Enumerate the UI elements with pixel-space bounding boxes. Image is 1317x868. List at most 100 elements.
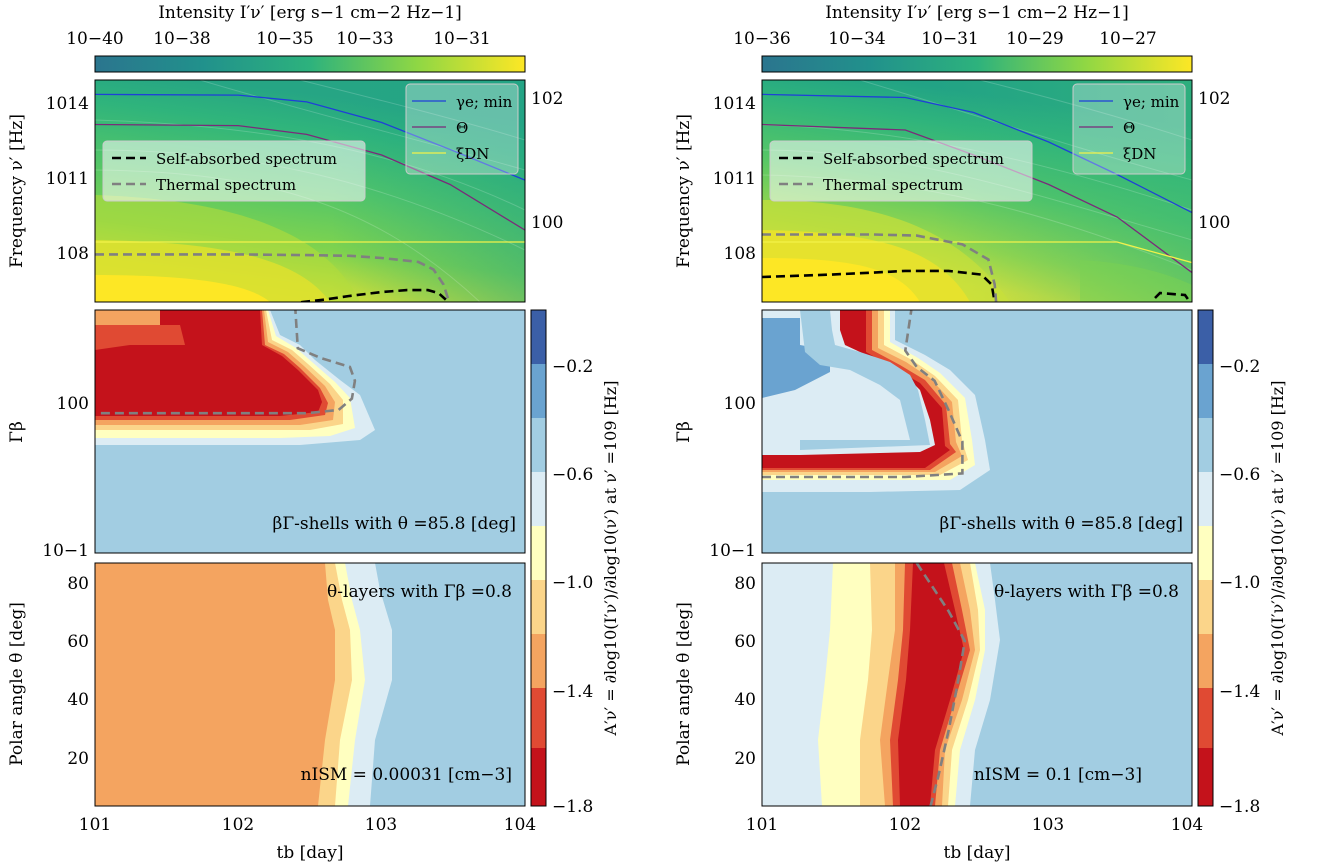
ytick-right: 102 [1198, 89, 1230, 109]
ytick: 20 [734, 749, 756, 769]
legend-spectra: Self-absorbed spectrum Thermal spectrum [769, 140, 1033, 202]
series-xi-line [762, 241, 1192, 264]
cbar-tick: −0.2 [1219, 357, 1260, 377]
series-thermal-layers [915, 563, 967, 806]
series-self-absorbed-line [762, 269, 996, 302]
alpha-colorbar [1197, 309, 1214, 807]
layers-map [762, 563, 1192, 806]
alpha-colorbar-ticks: −0.2 −0.6 −1.0 −1.4 −1.8 [552, 357, 593, 817]
legend-theta: Θ [1123, 119, 1135, 137]
ytick: 1014 [46, 94, 89, 114]
alpha-colorbar-label: A′ν′ = ∂log10(I′ν′)/∂log10(ν′) at ν′ =10… [601, 381, 620, 737]
ytick: 80 [67, 574, 89, 594]
shells-axes [761, 309, 1193, 554]
series-gamma-line [95, 93, 525, 181]
shells-axes [94, 309, 526, 554]
ytick: 60 [67, 632, 89, 652]
shells-yticks: 100 10−1 [42, 394, 89, 561]
shells-map [762, 310, 1192, 553]
cbar-tick: −1.0 [1219, 573, 1260, 593]
shells-annotation: βΓ-shells with θ =85.8 [deg] [272, 514, 516, 534]
ytick: 108 [724, 244, 756, 264]
colorbar-tick: 10−36 [733, 29, 791, 49]
xtick: 104 [1171, 815, 1203, 835]
ytick: 20 [67, 749, 89, 769]
xtick: 101 [746, 815, 778, 835]
nism-annotation: nISM = 0.1 [cm−3] [974, 765, 1142, 785]
intensity-colorbar-ticks: 10−40 10−38 10−35 10−33 10−31 [66, 29, 491, 49]
x-axis-label: tb [day] [276, 843, 343, 863]
cbar-tick: −1.4 [552, 682, 593, 702]
gb-axis-label: Γβ [7, 421, 27, 443]
ytick: 10−1 [42, 541, 89, 561]
cbar-tick: −1.0 [552, 573, 593, 593]
xtick: 103 [1032, 815, 1064, 835]
ytick: 40 [67, 690, 89, 710]
nism-annotation: nISM = 0.00031 [cm−3] [301, 765, 512, 785]
series-self-absorbed-line [295, 288, 447, 302]
ytick-right: 100 [531, 213, 563, 233]
left-column: Intensity I′ν′ [erg s−1 cm−2 Hz−1] 10−40… [7, 3, 620, 863]
colorbar-tick: 10−34 [828, 29, 886, 49]
legend-xi: ξDN [456, 145, 489, 163]
colorbar-tick: 10−33 [336, 29, 394, 49]
colorbar-tick: 10−29 [1006, 29, 1064, 49]
layers-yticks: 80 60 40 20 [734, 574, 756, 769]
xtick: 101 [79, 815, 111, 835]
legend-xi: ξDN [1123, 145, 1156, 163]
cbar-tick: −1.8 [1219, 797, 1260, 817]
legend-lines: γe; min Θ ξDN [1072, 83, 1186, 175]
alpha-colorbar [530, 309, 547, 807]
layers-map [95, 563, 525, 806]
ytick: 60 [734, 632, 756, 652]
shells-yticks: 100 10−1 [709, 394, 756, 561]
ytick-right: 100 [1198, 213, 1230, 233]
layers-yticks: 80 60 40 20 [67, 574, 89, 769]
legend-self-absorbed: Self-absorbed spectrum [156, 150, 337, 168]
layers-annotation: θ-layers with Γβ =0.8 [327, 582, 512, 602]
legend-gamma: γe; min [1123, 93, 1180, 111]
legend-thermal: Thermal spectrum [156, 176, 296, 194]
ytick: 1011 [46, 169, 89, 189]
ytick-right: 102 [531, 89, 563, 109]
xtick: 103 [365, 815, 397, 835]
ytick: 10−1 [709, 541, 756, 561]
colorbar-tick: 10−38 [153, 29, 211, 49]
colorbar-tick: 10−31 [921, 29, 979, 49]
frequency-yticks: 1014 1011 108 102 100 [713, 89, 1231, 264]
xtick: 102 [889, 815, 921, 835]
series-gamma-line [762, 93, 1192, 214]
ytick: 40 [734, 690, 756, 710]
x-axis-label: tb [day] [943, 843, 1010, 863]
cbar-tick: −0.6 [1219, 465, 1260, 485]
legend-spectra: Self-absorbed spectrum Thermal spectrum [102, 140, 366, 202]
intensity-colorbar-ticks: 10−36 10−34 10−31 10−29 10−27 [733, 29, 1157, 49]
intensity-colorbar-label: Intensity I′ν′ [erg s−1 cm−2 Hz−1] [825, 3, 1129, 23]
legend-thermal: Thermal spectrum [823, 176, 963, 194]
colorbar-tick: 10−27 [1099, 29, 1157, 49]
legend-gamma: γe; min [456, 93, 513, 111]
xtick: 104 [504, 815, 536, 835]
cbar-tick: −0.2 [552, 357, 593, 377]
ytick: 80 [734, 574, 756, 594]
cbar-tick: −0.6 [552, 465, 593, 485]
cbar-tick: −1.4 [1219, 682, 1260, 702]
legend-theta: Θ [456, 119, 468, 137]
ytick: 100 [724, 394, 756, 414]
frequency-axis-label: Frequency ν′ [Hz] [7, 114, 27, 268]
series-thermal-shells [762, 310, 964, 479]
layers-annotation: θ-layers with Γβ =0.8 [994, 582, 1179, 602]
right-column: Intensity I′ν′ [erg s−1 cm−2 Hz−1] 10−36… [674, 3, 1287, 863]
cbar-tick: −1.8 [552, 797, 593, 817]
layers-axes [94, 562, 526, 807]
colorbar-tick: 10−40 [66, 29, 124, 49]
frequency-yticks: 1014 1011 108 102 100 [46, 89, 564, 264]
series-thermal-line [95, 253, 451, 302]
series-self-absorbed-tail [1154, 291, 1192, 302]
intensity-colorbar-label: Intensity I′ν′ [erg s−1 cm−2 Hz−1] [158, 3, 462, 23]
intensity-colorbar [761, 55, 1193, 73]
theta-axis-label: Polar angle θ [deg] [7, 602, 27, 766]
shells-annotation: βΓ-shells with θ =85.8 [deg] [939, 514, 1183, 534]
legend-self-absorbed: Self-absorbed spectrum [823, 150, 1004, 168]
